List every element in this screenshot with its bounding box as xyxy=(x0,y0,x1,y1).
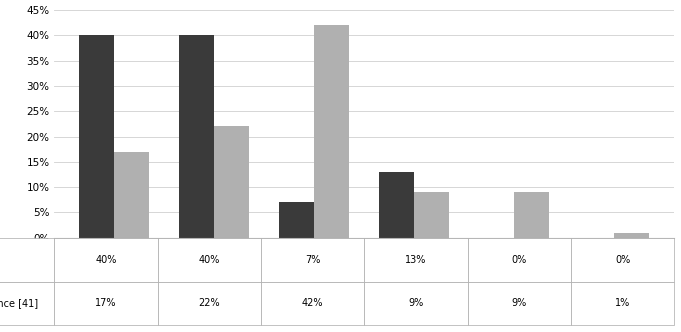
Bar xyxy=(179,35,215,238)
Bar xyxy=(215,126,249,238)
Bar xyxy=(379,172,414,238)
Bar xyxy=(315,25,349,238)
Bar xyxy=(114,152,149,238)
Bar xyxy=(614,233,649,238)
Bar xyxy=(414,192,449,238)
Bar xyxy=(279,202,315,238)
Bar xyxy=(514,192,550,238)
Bar xyxy=(80,35,114,238)
